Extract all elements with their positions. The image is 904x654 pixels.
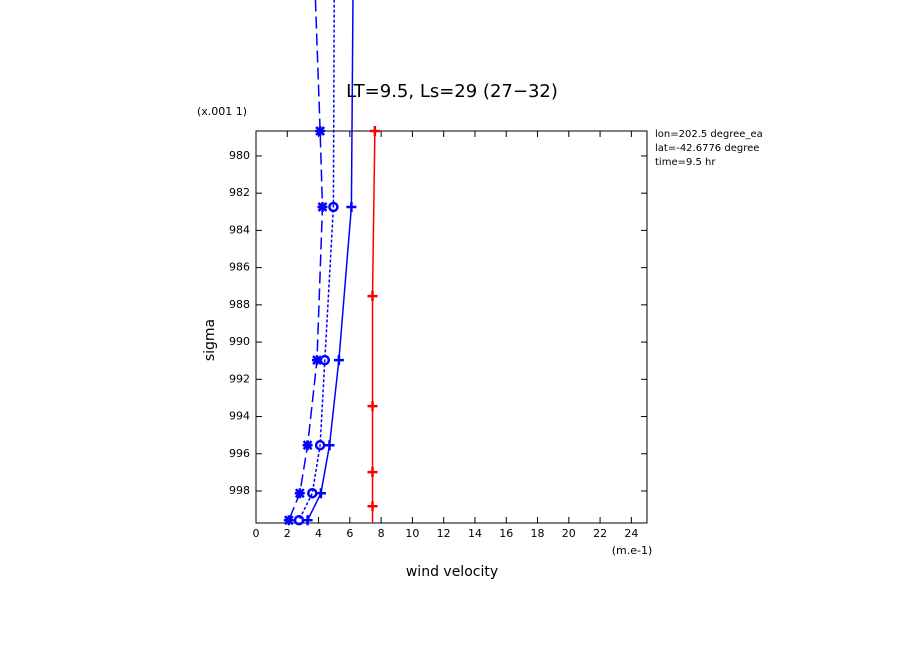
x-scale-note: (m.e-1)	[612, 544, 653, 557]
annotation: lat=-42.6776 degree	[655, 143, 759, 154]
marker	[283, 515, 294, 526]
x-tick-label: 2	[284, 527, 291, 540]
series-line	[306, 0, 354, 521]
marker-shape	[369, 126, 380, 136]
marker-shape	[315, 126, 326, 136]
chart-title: LT=9.5, Ls=29 (27−32)	[346, 81, 558, 102]
y-tick-label: 990	[229, 335, 250, 348]
x-tick-label: 24	[624, 527, 638, 540]
marker-shape	[367, 467, 378, 478]
x-tick-label: 12	[437, 527, 451, 540]
marker-shape	[283, 515, 294, 526]
annotation: lon=202.5 degree_ea	[655, 129, 763, 140]
marker	[314, 439, 326, 451]
x-tick-label: 18	[531, 527, 545, 540]
marker	[324, 440, 335, 451]
marker-shape	[307, 487, 318, 499]
x-tick-label: 10	[405, 527, 419, 540]
marker-shape	[302, 515, 313, 526]
y-tick-label: 986	[229, 261, 250, 274]
y-tick-label: 992	[229, 372, 250, 385]
marker	[317, 201, 328, 212]
y-tick-label: 996	[229, 447, 250, 460]
y-tick-label: 980	[229, 149, 250, 162]
plot-frame	[255, 130, 648, 524]
marker-shape	[315, 488, 326, 499]
marker	[315, 126, 326, 136]
marker	[367, 401, 378, 412]
marker-shape	[346, 201, 357, 212]
series-line	[371, 130, 376, 524]
y-tick-label: 988	[229, 298, 250, 311]
marker-shape	[367, 401, 378, 412]
marker-shape	[367, 291, 378, 302]
series-line	[298, 0, 335, 521]
marker	[328, 201, 339, 213]
marker	[333, 355, 344, 366]
marker-shape	[324, 440, 335, 451]
y-tick-label: 982	[229, 186, 250, 199]
x-tick-label: 22	[593, 527, 607, 540]
marker-shape	[302, 440, 313, 451]
marker	[367, 501, 378, 512]
marker	[315, 488, 326, 499]
x-tick-label: 0	[253, 527, 260, 540]
marker-shape	[294, 488, 305, 499]
marker	[293, 514, 305, 526]
marker	[302, 515, 313, 526]
y-tick-label: 994	[229, 410, 250, 423]
x-tick-label: 4	[315, 527, 322, 540]
x-tick-label: 14	[468, 527, 482, 540]
y-tick-label: 998	[229, 484, 250, 497]
marker-shape	[314, 439, 326, 451]
x-tick-label: 20	[562, 527, 576, 540]
x-tick-label: 16	[499, 527, 513, 540]
marker	[302, 440, 313, 451]
y-tick-label: 984	[229, 223, 250, 236]
marker	[311, 355, 322, 366]
marker	[294, 488, 305, 499]
marker	[367, 467, 378, 478]
marker-shape	[312, 355, 322, 366]
marker	[369, 126, 380, 136]
marker-shape	[293, 514, 305, 526]
marker	[346, 201, 357, 212]
x-axis-label: wind velocity	[406, 564, 498, 580]
annotation: time=9.5 hr	[655, 157, 716, 168]
marker-shape	[328, 201, 339, 213]
marker-shape	[333, 355, 344, 366]
y-axis-label: sigma	[202, 319, 218, 361]
marker	[367, 291, 378, 302]
marker	[307, 487, 318, 499]
y-scale-note: (x.001 1)	[197, 105, 247, 118]
x-tick-label: 6	[346, 527, 353, 540]
x-tick-label: 8	[378, 527, 385, 540]
marker-shape	[367, 501, 378, 512]
marker-shape	[317, 202, 328, 212]
